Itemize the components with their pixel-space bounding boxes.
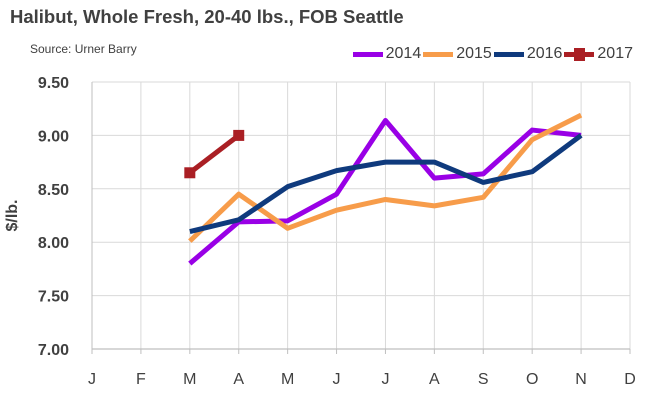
y-tick-label: 7.00 [38, 342, 69, 359]
source-note: Source: Urner Barry [30, 42, 137, 56]
y-tick-label: 7.50 [38, 289, 69, 306]
series-line-2015 [188, 112, 583, 243]
x-tick-label: S [478, 371, 489, 388]
x-tick-label: M [183, 371, 196, 388]
legend-marker [574, 47, 586, 61]
legend-item-2016: 2016 [493, 45, 563, 63]
legend-item-2014: 2014 [352, 45, 422, 63]
data-point-2017 [184, 167, 196, 179]
x-tick-label: D [624, 371, 636, 388]
x-tick-label: N [575, 371, 587, 388]
legend-label: 2016 [526, 45, 563, 62]
x-tick-label: M [281, 371, 294, 388]
legend-swatch [423, 51, 454, 57]
legend-label: 2015 [456, 45, 492, 62]
legend-item-2017: 2017 [564, 45, 633, 63]
series-line-2014 [188, 117, 582, 266]
legend-label: 2017 [597, 45, 633, 62]
chart-title: Halibut, Whole Fresh, 20-40 lbs., FOB Se… [10, 6, 404, 27]
legend-swatch [352, 51, 383, 57]
x-tick-label: A [429, 371, 440, 388]
legend: 2014 2015 2016 2017 [351, 45, 633, 63]
legend-swatch [564, 47, 595, 61]
x-tick-label: J [88, 371, 96, 388]
series-line-2017 [188, 133, 241, 175]
x-tick-label: J [381, 371, 389, 388]
x-tick-label: O [526, 371, 538, 388]
series-line-2016 [189, 133, 583, 234]
x-tick-label: J [333, 371, 341, 388]
data-point-2017 [233, 129, 245, 141]
legend-label: 2014 [385, 45, 422, 62]
legend-swatch [493, 51, 524, 57]
y-axis-label: $/lb. [4, 199, 21, 231]
y-tick-label: 9.00 [38, 128, 69, 145]
y-tick-label: 9.50 [38, 75, 69, 92]
x-tick-label: A [233, 371, 244, 388]
x-tick-label: F [136, 371, 146, 388]
y-tick-label: 8.50 [38, 182, 69, 199]
legend-item-2015: 2015 [423, 45, 492, 63]
y-tick-label: 8.00 [38, 235, 69, 252]
